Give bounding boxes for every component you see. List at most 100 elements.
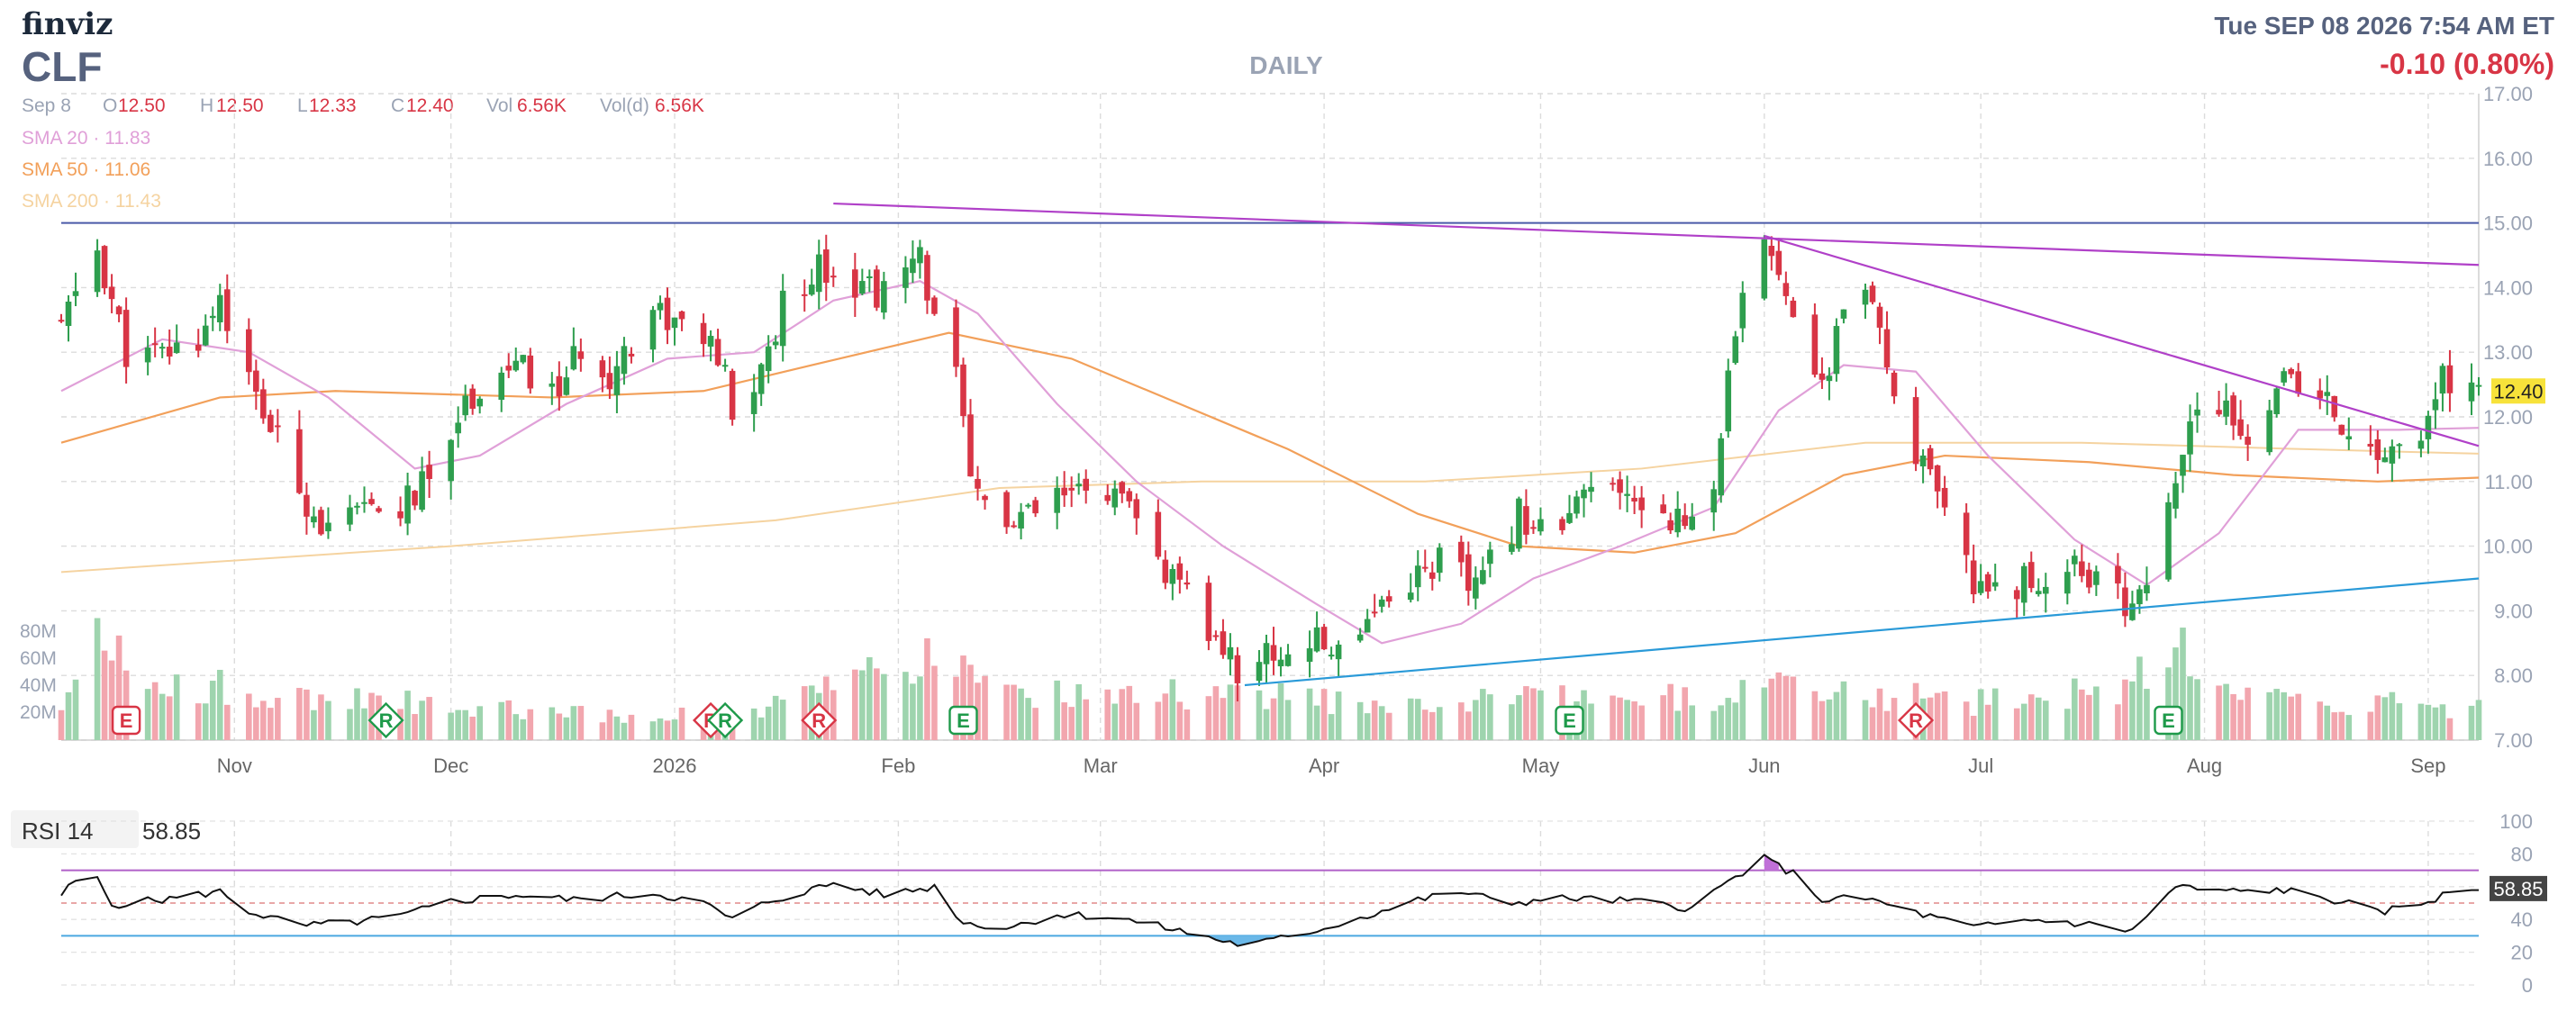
- volume-bar: [2381, 697, 2389, 740]
- volume-bar: [1840, 681, 1847, 740]
- volume-bar: [1378, 706, 1385, 740]
- candle-body: [1934, 465, 1941, 492]
- candle-body: [1581, 489, 1587, 499]
- candle-body: [1826, 375, 1833, 382]
- event-marker-e[interactable]: E: [1555, 705, 1584, 736]
- volume-bar: [1313, 705, 1320, 740]
- volume-bar: [1869, 707, 1876, 740]
- candle-body: [1718, 438, 1725, 496]
- candle-body: [216, 294, 223, 323]
- volume-bar: [1638, 705, 1645, 740]
- volume-bar: [1617, 697, 1623, 740]
- volume-bar: [1610, 695, 1616, 740]
- volume-bar: [397, 709, 404, 740]
- volume-bar: [246, 693, 252, 740]
- candle-body: [2281, 371, 2287, 383]
- volume-bar: [94, 618, 101, 740]
- candle-body: [801, 294, 808, 296]
- volume-bar: [462, 709, 468, 740]
- candle-body: [2216, 410, 2222, 415]
- volume-bar: [268, 708, 274, 740]
- candle-body: [1378, 599, 1385, 607]
- candle-body: [2245, 437, 2251, 445]
- finviz-logo[interactable]: finviz: [22, 6, 113, 42]
- rsi-label: RSI 14: [22, 818, 94, 845]
- candle-body: [195, 344, 202, 351]
- candle-body: [1011, 525, 1017, 528]
- price-candles[interactable]: [58, 234, 2482, 702]
- event-code: E: [2162, 709, 2175, 732]
- rsi-panel[interactable]: RSI 14 58.85 10080604020058.85: [11, 810, 2547, 997]
- event-marker-e[interactable]: E: [948, 705, 978, 736]
- candle-body: [2020, 565, 2027, 603]
- volume-bar: [2035, 697, 2042, 740]
- time-tick-label: Feb: [881, 754, 915, 777]
- candle-body: [72, 291, 79, 296]
- candle-body: [462, 395, 468, 416]
- volume-bar: [1891, 698, 1898, 740]
- volume-bar: [801, 686, 808, 740]
- volume-bar: [822, 676, 830, 740]
- candle-body: [2013, 590, 2020, 600]
- volume-bar: [1126, 685, 1133, 740]
- volume-bar: [1480, 689, 1486, 740]
- volume-bar: [2338, 711, 2345, 740]
- event-marker-r[interactable]: R: [707, 701, 744, 739]
- volume-tick-label: 20M: [20, 702, 57, 723]
- volume-bar: [1667, 683, 1673, 740]
- candle-body: [2367, 443, 2374, 447]
- event-marker-r[interactable]: R: [801, 701, 838, 739]
- candle-body: [159, 347, 166, 349]
- event-marker-r[interactable]: R: [1897, 701, 1935, 739]
- volume-bar: [1876, 688, 1883, 740]
- candle-body: [960, 364, 966, 417]
- volume-bar: [903, 672, 909, 740]
- trendlines[interactable]: [61, 202, 2480, 687]
- candle-body: [1869, 285, 1876, 303]
- legend-sma200: SMA 200 · 11.43: [22, 191, 161, 212]
- volume-bar: [779, 700, 786, 740]
- candle-body: [2237, 419, 2244, 437]
- timeframe-label[interactable]: DAILY: [1249, 51, 1323, 79]
- volume-bar: [1011, 684, 1017, 740]
- candle-body: [368, 499, 375, 504]
- candle-body: [1111, 488, 1119, 508]
- candle-body: [953, 307, 959, 367]
- volume-bar: [1169, 679, 1176, 740]
- volume-bar: [1739, 680, 1746, 740]
- rsi-tick-label: 0: [2522, 974, 2533, 997]
- volume-bar: [2367, 711, 2374, 740]
- volume-bar: [325, 700, 331, 740]
- candle-body: [1155, 511, 1162, 557]
- volume-bar: [1256, 690, 1263, 740]
- event-marker-e[interactable]: E: [2154, 705, 2183, 736]
- candle-body: [223, 289, 231, 331]
- candle-body: [2389, 446, 2396, 464]
- event-markers[interactable]: ERRRREERE: [111, 701, 2183, 739]
- candle-body: [151, 343, 159, 346]
- volume-bar: [2432, 707, 2439, 740]
- volume-bar: [151, 682, 159, 740]
- volume-bar: [505, 700, 512, 740]
- volume-bar: [1104, 689, 1111, 740]
- price-tick-label: 12.00: [2483, 406, 2533, 429]
- candle-body: [1566, 512, 1573, 523]
- event-diamond: [1897, 701, 1935, 739]
- candle-body: [2475, 384, 2482, 387]
- candle-body: [1212, 635, 1220, 637]
- event-marker-r[interactable]: R: [367, 701, 404, 739]
- candle-body: [606, 373, 613, 390]
- ticker-symbol[interactable]: CLF: [22, 43, 102, 90]
- volume-bar: [115, 635, 122, 740]
- candle-body: [296, 429, 303, 493]
- volume-bar: [859, 670, 866, 740]
- event-marker-e[interactable]: E: [111, 705, 141, 736]
- candle-body: [2324, 392, 2331, 396]
- volume-bar: [173, 674, 180, 740]
- candle-body: [1025, 504, 1031, 507]
- volume-bar: [2042, 700, 2049, 740]
- candle-body: [1927, 447, 1934, 470]
- volume-bar: [1970, 716, 1977, 740]
- volume-bar: [1385, 712, 1392, 740]
